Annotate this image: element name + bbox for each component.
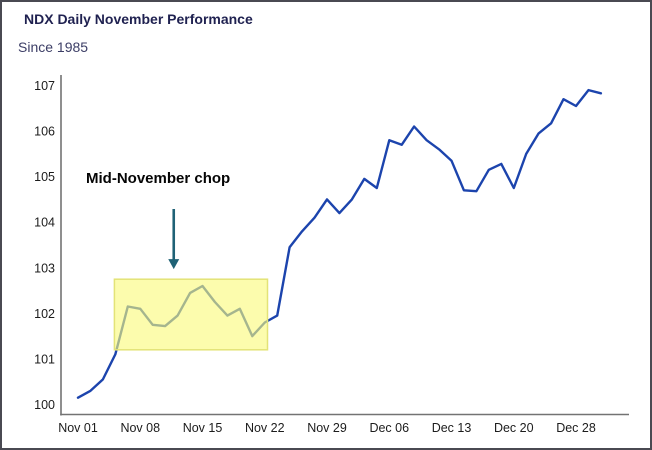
chart-overlays: [113, 209, 269, 351]
x-tick-label: Dec 13: [432, 421, 472, 435]
y-tick-label: 105: [34, 170, 55, 184]
x-tick-label: Dec 28: [556, 421, 596, 435]
mid-november-chop-highlight: [113, 278, 269, 351]
x-axis-tick-labels: Nov 01 Nov 08 Nov 15 Nov 22 Nov 29 Dec 06 Dec …: [58, 421, 596, 435]
y-tick-label: 100: [34, 398, 55, 412]
ndx-performance-line: [76, 88, 603, 399]
data-series: [76, 88, 603, 399]
x-tick-label: Nov 01: [58, 421, 98, 435]
y-tick-label: 101: [34, 352, 55, 366]
x-tick-label: Dec 06: [369, 421, 409, 435]
y-axis-tick-labels: 100 101 102 103 104 105 106 107: [34, 79, 55, 412]
x-tick-label: Dec 20: [494, 421, 534, 435]
chart-subtitle: Since 1985: [18, 39, 89, 55]
x-tick-label: Nov 08: [120, 421, 160, 435]
x-tick-label: Nov 15: [183, 421, 223, 435]
x-tick-label: Nov 22: [245, 421, 285, 435]
y-tick-label: 102: [34, 307, 55, 321]
chart-title: NDX Daily November Performance: [24, 11, 253, 27]
y-tick-label: 103: [34, 261, 55, 275]
x-tick-label: Nov 29: [307, 421, 347, 435]
y-tick-label: 107: [34, 79, 55, 93]
y-tick-label: 106: [34, 125, 55, 139]
annotation-arrow-head: [168, 259, 180, 270]
y-tick-label: 104: [34, 216, 55, 230]
annotation-text: Mid-November chop: [86, 170, 231, 187]
